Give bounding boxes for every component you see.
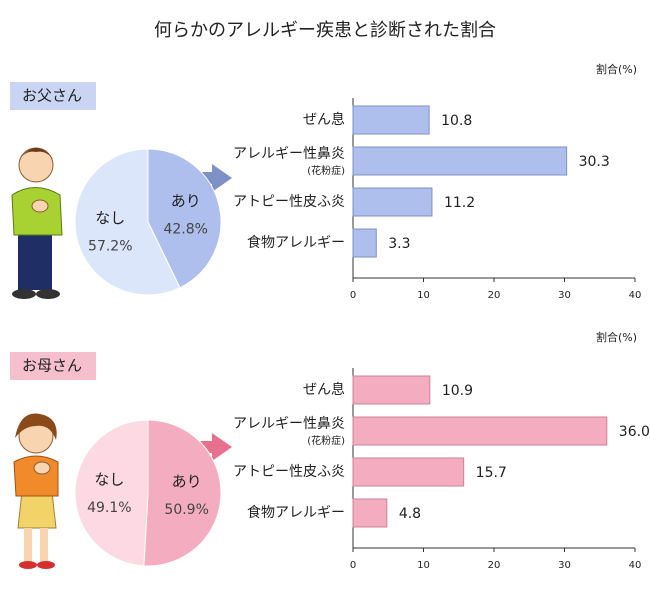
father-illustration — [11, 147, 63, 299]
category-label: 食物アレルギー — [247, 234, 345, 251]
x-tick-label: 0 — [350, 560, 356, 571]
bar — [352, 457, 465, 487]
pie-slice — [74, 148, 181, 296]
x-tick-label: 10 — [417, 560, 430, 571]
slice-value: 57.2% — [88, 239, 132, 255]
value-label: 10.8 — [441, 113, 472, 129]
category-label: アレルギー性鼻炎 — [233, 145, 345, 162]
category-label: ぜん息 — [303, 381, 345, 398]
section-title: お母さん — [22, 357, 82, 375]
slice-value: 42.8% — [163, 221, 207, 237]
section-title: お父さん — [22, 87, 82, 105]
x-tick-label: 20 — [488, 560, 501, 571]
axis-label: 割合(%) — [596, 62, 637, 76]
slice-label: あり — [172, 473, 202, 491]
category-label: 食物アレルギー — [247, 504, 345, 521]
bar — [352, 498, 388, 528]
section-box — [10, 82, 96, 110]
value-label: 3.3 — [388, 236, 410, 252]
value-label: 30.3 — [579, 154, 610, 170]
mother-illustration — [13, 413, 59, 569]
x-tick-label: 0 — [350, 290, 356, 301]
pie-slice — [143, 419, 222, 567]
category-label: アトピー性皮ふ炎 — [233, 464, 345, 480]
bar — [352, 375, 431, 405]
category-sublabel: (花粉症) — [307, 434, 345, 447]
slice-label: なし — [94, 470, 124, 488]
slice-label: あり — [171, 192, 201, 210]
category-label: アレルギー性鼻炎 — [233, 415, 345, 432]
slice-value: 50.9% — [164, 502, 208, 518]
pie-slice — [74, 419, 149, 567]
x-tick-label: 40 — [629, 290, 642, 301]
x-tick-label: 30 — [558, 560, 571, 571]
x-tick-label: 30 — [558, 290, 571, 301]
value-label: 11.2 — [444, 195, 475, 211]
x-tick-label: 20 — [488, 290, 501, 301]
value-label: 15.7 — [476, 465, 507, 481]
bar — [352, 228, 377, 258]
category-sublabel: (花粉症) — [307, 164, 345, 177]
value-label: 10.9 — [442, 383, 473, 399]
bar — [352, 187, 433, 217]
axis-label: 割合(%) — [596, 330, 637, 344]
bar — [352, 146, 568, 176]
value-label: 36.0 — [619, 424, 650, 440]
chart-title: 何らかのアレルギー疾患と診断された割合 — [154, 20, 496, 41]
slice-label: なし — [95, 209, 125, 227]
slice-value: 49.1% — [87, 500, 131, 516]
bar — [352, 416, 608, 446]
pie-slice — [147, 148, 222, 289]
x-tick-label: 10 — [417, 290, 430, 301]
value-label: 4.8 — [399, 506, 421, 522]
category-label: アトピー性皮ふ炎 — [233, 194, 345, 210]
bar — [352, 105, 430, 135]
x-tick-label: 40 — [629, 560, 642, 571]
category-label: ぜん息 — [303, 111, 345, 128]
section-box — [10, 352, 96, 380]
